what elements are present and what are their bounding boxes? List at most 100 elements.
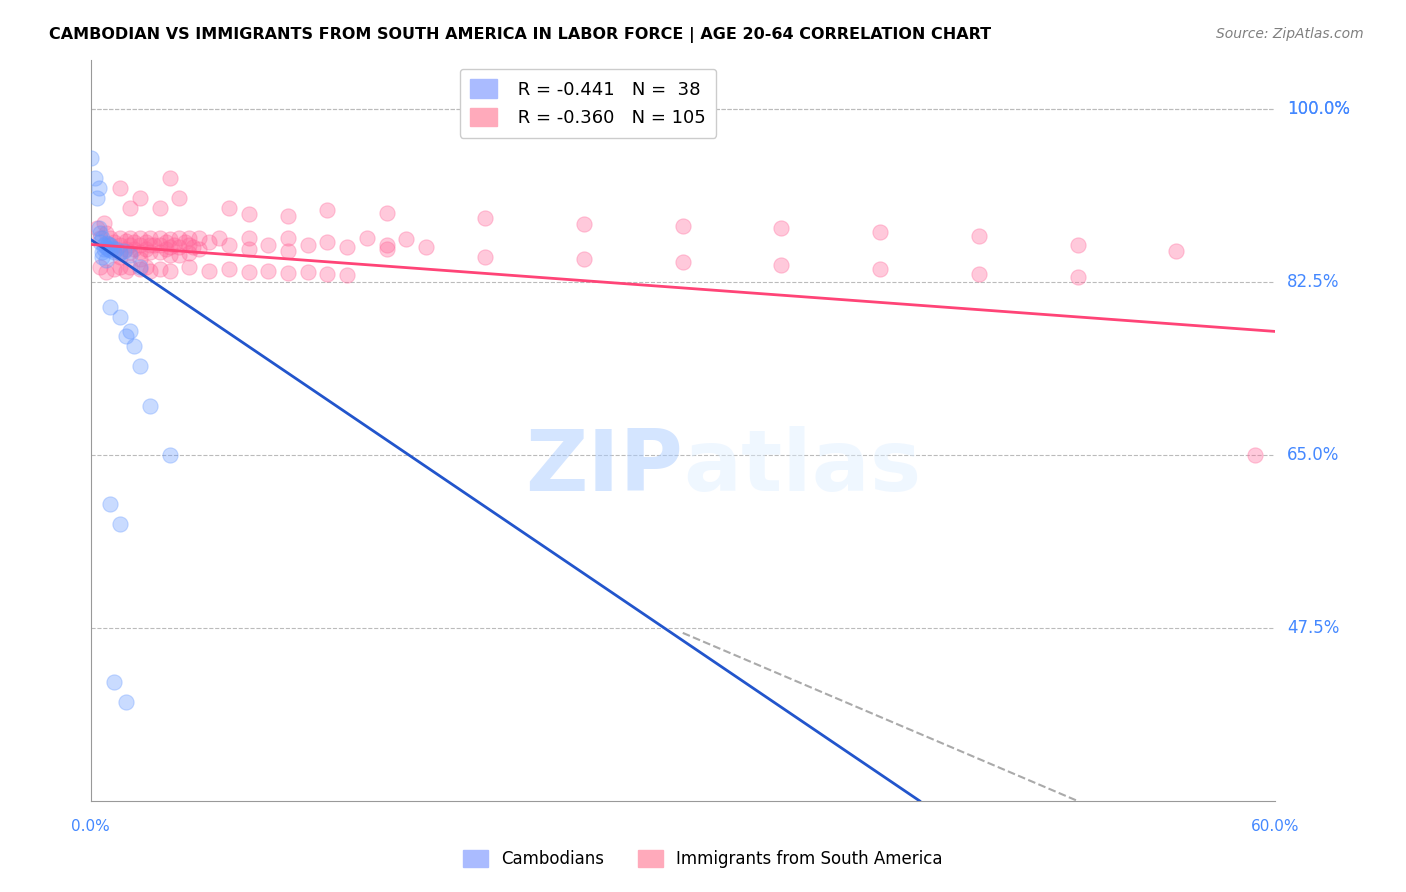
Point (474, 250, 496, 264)
Point (169, 230, 191, 244)
Point (129, 260, 152, 275)
Point (159, 240, 181, 254)
Point (159, 448, 181, 462)
Legend:  R = -0.441   N =  38,  R = -0.360   N = 105: R = -0.441 N = 38, R = -0.360 N = 105 (460, 69, 717, 138)
Point (129, 252, 152, 267)
Text: Source: ZipAtlas.com: Source: ZipAtlas.com (1216, 27, 1364, 41)
Point (97, 243, 120, 257)
Point (297, 238, 319, 252)
Point (103, 245, 125, 260)
Text: CAMBODIAN VS IMMIGRANTS FROM SOUTH AMERICA IN LABOR FORCE | AGE 20-64 CORRELATIO: CAMBODIAN VS IMMIGRANTS FROM SOUTH AMERI… (49, 27, 991, 43)
Point (238, 207, 260, 221)
Text: 47.5%: 47.5% (1286, 619, 1339, 637)
Point (257, 238, 280, 252)
Point (120, 230, 142, 244)
Point (277, 230, 299, 244)
Point (96, 226, 118, 240)
Point (89, 226, 111, 240)
Point (98, 244, 121, 258)
Point (87, 220, 110, 235)
Point (120, 201, 142, 215)
Point (129, 359, 152, 373)
Text: 0.0%: 0.0% (72, 819, 110, 834)
Point (198, 264, 221, 278)
Point (159, 248, 181, 262)
Point (316, 235, 339, 250)
Point (770, 258, 793, 272)
Point (120, 248, 142, 262)
Point (1166, 244, 1188, 259)
Point (120, 245, 142, 260)
Point (967, 228, 990, 243)
Point (86, 220, 108, 235)
Point (91, 230, 114, 244)
Point (257, 264, 280, 278)
Text: ZIP: ZIP (524, 425, 683, 508)
Text: atlas: atlas (683, 425, 921, 508)
Point (103, 262, 125, 277)
Point (336, 268, 359, 282)
Point (110, 181, 132, 195)
Point (139, 238, 162, 252)
Point (336, 240, 359, 254)
Point (188, 230, 211, 244)
Point (149, 238, 172, 252)
Point (139, 264, 162, 278)
Point (122, 235, 145, 250)
Point (572, 217, 595, 231)
Point (770, 220, 793, 235)
Point (112, 244, 135, 259)
Point (101, 241, 124, 255)
Point (110, 238, 132, 252)
Point (179, 246, 201, 260)
Point (169, 191, 191, 205)
Point (375, 243, 398, 257)
Point (129, 230, 152, 244)
Point (98, 238, 121, 252)
Point (110, 517, 132, 532)
Point (120, 238, 142, 252)
Point (159, 264, 181, 278)
Point (208, 230, 231, 244)
Point (672, 255, 695, 269)
Point (188, 243, 211, 257)
Point (103, 243, 125, 257)
Point (869, 225, 891, 239)
Point (174, 235, 197, 250)
Point (89, 235, 111, 250)
Point (139, 230, 162, 244)
Point (110, 310, 132, 324)
Point (169, 248, 191, 262)
Point (277, 209, 299, 223)
Point (115, 329, 138, 343)
Point (1244, 448, 1267, 462)
Text: 100.0%: 100.0% (1286, 100, 1350, 118)
Point (98, 497, 121, 511)
Point (139, 245, 162, 260)
Point (375, 238, 398, 252)
Point (218, 262, 240, 277)
Point (179, 238, 201, 252)
Point (105, 243, 128, 257)
Point (169, 240, 191, 254)
Text: 82.5%: 82.5% (1286, 273, 1340, 291)
Point (79, 152, 101, 166)
Point (83, 171, 105, 186)
Point (149, 201, 172, 215)
Point (103, 235, 125, 250)
Point (98, 238, 121, 252)
Point (110, 250, 132, 264)
Point (277, 244, 299, 259)
Point (415, 240, 437, 254)
Point (129, 191, 152, 205)
Point (135, 243, 157, 257)
Point (93, 238, 115, 252)
Point (198, 235, 221, 250)
Point (218, 201, 240, 215)
Point (297, 265, 319, 279)
Point (238, 243, 260, 257)
Point (91, 245, 114, 260)
Point (89, 260, 111, 275)
Point (1066, 270, 1088, 285)
Point (316, 202, 339, 217)
